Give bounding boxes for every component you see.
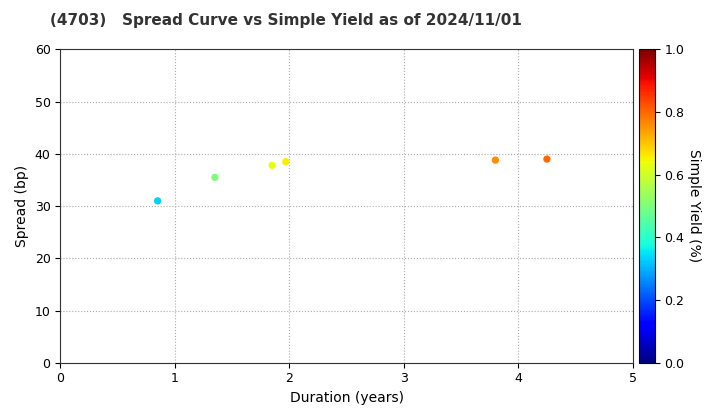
Point (152, 197, 163, 204)
Y-axis label: Spread (bp): Spread (bp) (15, 165, 29, 247)
Point (490, 157, 501, 163)
Point (280, 158, 292, 165)
Point (209, 174, 220, 181)
Point (541, 156, 553, 163)
Text: (4703)   Spread Curve vs Simple Yield as of 2024/11/01: (4703) Spread Curve vs Simple Yield as o… (50, 13, 522, 28)
Y-axis label: Simple Yield (%): Simple Yield (%) (687, 150, 701, 262)
Point (266, 162, 278, 169)
X-axis label: Duration (years): Duration (years) (289, 391, 403, 405)
